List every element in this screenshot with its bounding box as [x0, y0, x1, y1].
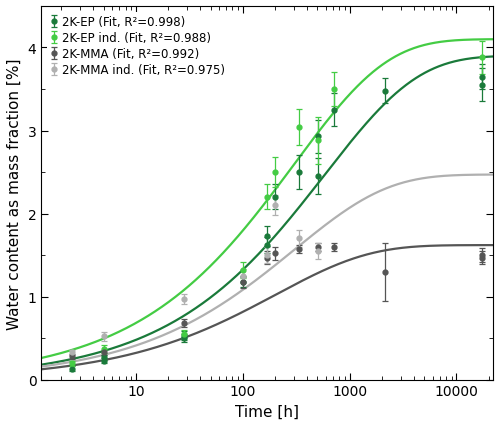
Legend: 2K-EP (Fit, R²=0.998), 2K-EP ind. (Fit, R²=0.988), 2K-MMA (Fit, R²=0.992), 2K-MM: 2K-EP (Fit, R²=0.998), 2K-EP ind. (Fit, … — [47, 13, 229, 81]
X-axis label: Time [h]: Time [h] — [235, 404, 299, 419]
Y-axis label: Water content as mass fraction [%]: Water content as mass fraction [%] — [7, 58, 22, 329]
